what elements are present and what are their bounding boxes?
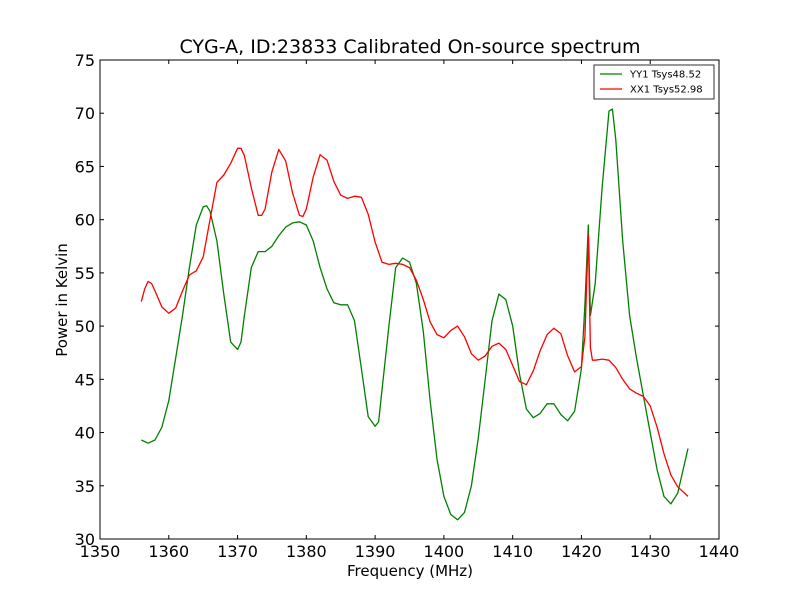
y-tick-label: 70 [75, 104, 95, 123]
y-tick-label: 35 [75, 477, 95, 496]
axes-frame [99, 59, 720, 540]
y-tick-label: 50 [75, 317, 95, 336]
y-axis-title: Power in Kelvin [53, 243, 71, 357]
x-tick-label: 1440 [699, 542, 740, 561]
y-tick-label: 45 [75, 370, 95, 389]
legend: YY1 Tsys48.52 XX1 Tsys52.98 [593, 64, 715, 100]
x-tick-label: 1410 [492, 542, 533, 561]
legend-label: XX1 Tsys52.98 [630, 85, 703, 96]
legend-label: YY1 Tsys48.52 [629, 70, 701, 81]
y-tick-label: 65 [75, 157, 95, 176]
x-tick-label: 1390 [355, 542, 396, 561]
x-tick-label: 1370 [217, 542, 258, 561]
y-tick-label: 40 [75, 424, 95, 443]
x-tick-label: 1350 [80, 542, 121, 561]
chart-title: CYG-A, ID:23833 Calibrated On-source spe… [179, 36, 640, 58]
legend-box [593, 64, 715, 100]
y-tick-label: 30 [75, 530, 95, 549]
series-lines [140, 108, 689, 521]
y-tick-label: 55 [75, 264, 95, 283]
x-axis-title: Frequency (MHz) [347, 562, 473, 580]
x-axis: 1350 1360 1370 1380 1390 1400 1410 1420 1430 1440 [80, 60, 740, 561]
x-tick-label: 1380 [286, 542, 327, 561]
y-axis: 30 35 40 45 50 55 60 65 70 75 [75, 51, 719, 549]
y-tick-label: 60 [75, 211, 95, 230]
x-tick-label: 1400 [424, 542, 465, 561]
plot-area [99, 59, 720, 540]
y-tick-label: 75 [75, 51, 95, 70]
x-tick-label: 1420 [561, 542, 602, 561]
series-line-xx1 [140, 147, 689, 497]
x-tick-label: 1360 [148, 542, 189, 561]
x-tick-label: 1430 [630, 542, 671, 561]
